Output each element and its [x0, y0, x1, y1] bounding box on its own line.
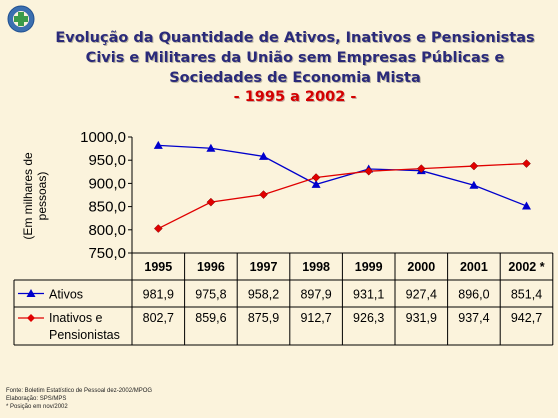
data-point-inativos	[364, 166, 374, 176]
x-tick-label: 1998	[302, 260, 330, 274]
data-point-inativos	[416, 164, 426, 173]
title-line-1: Evolução da Quantidade de Ativos, Inativ…	[55, 30, 535, 46]
data-label: 931,1	[353, 288, 384, 302]
data-table: 1995 1996 1997 1998 1999 2000 2001 2002 * Ativos…	[13, 252, 554, 346]
data-point-inativos	[469, 161, 479, 171]
data-label: 912,7	[300, 311, 331, 325]
title-line-2: Civis e Militares da União sem Empresas …	[85, 50, 505, 66]
title-line-3: Sociedades de Economia Mista	[169, 70, 421, 86]
data-label: 875,9	[248, 311, 279, 325]
data-point-ativos	[259, 151, 268, 160]
legend-label: Pensionistas	[49, 328, 120, 342]
y-axis-label-line-2: pessoas)	[35, 172, 49, 221]
legend-label: Ativos	[49, 288, 83, 302]
y-tick-label: 900,0	[88, 175, 126, 192]
x-tick-label: 1999	[355, 260, 383, 274]
data-point-ativos	[153, 140, 163, 149]
x-tick-label: 2000	[407, 260, 435, 274]
data-point-inativos	[311, 173, 321, 182]
data-label: 926,3	[353, 311, 384, 325]
chart-title: Evolução da Quantidade de Ativos, Inativ…	[40, 28, 550, 107]
x-tick-label: 2001	[460, 260, 488, 274]
x-tick-label: 1997	[250, 260, 278, 274]
data-label: 851,4	[511, 288, 542, 302]
legend-marker	[27, 314, 35, 322]
data-point-inativos	[259, 190, 268, 199]
legend-marker	[26, 289, 36, 297]
data-label: 927,4	[406, 288, 437, 302]
y-axis: 1000,0 950,0 900,0 850,0 800,0 750,0 (Em milha…	[21, 129, 133, 262]
series-line-0	[158, 144, 527, 207]
data-point-ativos	[469, 180, 479, 189]
data-point-inativos	[206, 197, 216, 207]
data-label: 975,8	[195, 288, 226, 302]
y-tick-label: 950,0	[88, 152, 126, 169]
data-label: 931,9	[406, 311, 437, 325]
footer-source: Fonte: Boletim Estatístico de Pessoal de…	[6, 388, 153, 394]
data-label: 859,6	[195, 311, 226, 325]
data-point-ativos	[206, 143, 216, 152]
y-tick-label: 800,0	[88, 222, 126, 239]
y-tick-label: 850,0	[88, 199, 126, 216]
data-label: 896,0	[458, 288, 489, 302]
legend-label: Inativos e	[49, 311, 103, 325]
y-axis-label: (Em milhares de pessoas)	[21, 152, 49, 240]
data-label: 942,7	[511, 311, 542, 325]
ministry-logo	[7, 5, 35, 33]
data-label: 958,2	[248, 288, 279, 302]
x-tick-label: 2002 *	[508, 260, 544, 274]
data-label: 937,4	[458, 311, 489, 325]
x-tick-label: 1996	[197, 260, 225, 274]
y-tick-label: 750,0	[88, 245, 126, 262]
data-label: 981,9	[143, 288, 174, 302]
y-axis-label-line-1: (Em milhares de	[21, 152, 35, 240]
data-point-ativos	[522, 201, 531, 210]
series-line-1	[158, 162, 527, 230]
plot-area	[153, 140, 531, 233]
footer-note: * Posição em nov/2002	[6, 404, 68, 410]
data-point-ativos	[311, 179, 321, 188]
data-label: 897,9	[300, 288, 331, 302]
x-tick-label: 1995	[144, 260, 172, 274]
y-tick-label: 1000,0	[80, 129, 126, 146]
chart-period: - 1995 a 2002 -	[233, 89, 357, 105]
chart-footer: Fonte: Boletim Estatístico de Pessoal de…	[6, 387, 152, 411]
footer-elaboration: Elaboração: SPS/MPS	[6, 396, 67, 402]
data-point-inativos	[153, 224, 163, 233]
data-label: 802,7	[143, 311, 174, 325]
data-point-inativos	[522, 159, 531, 168]
